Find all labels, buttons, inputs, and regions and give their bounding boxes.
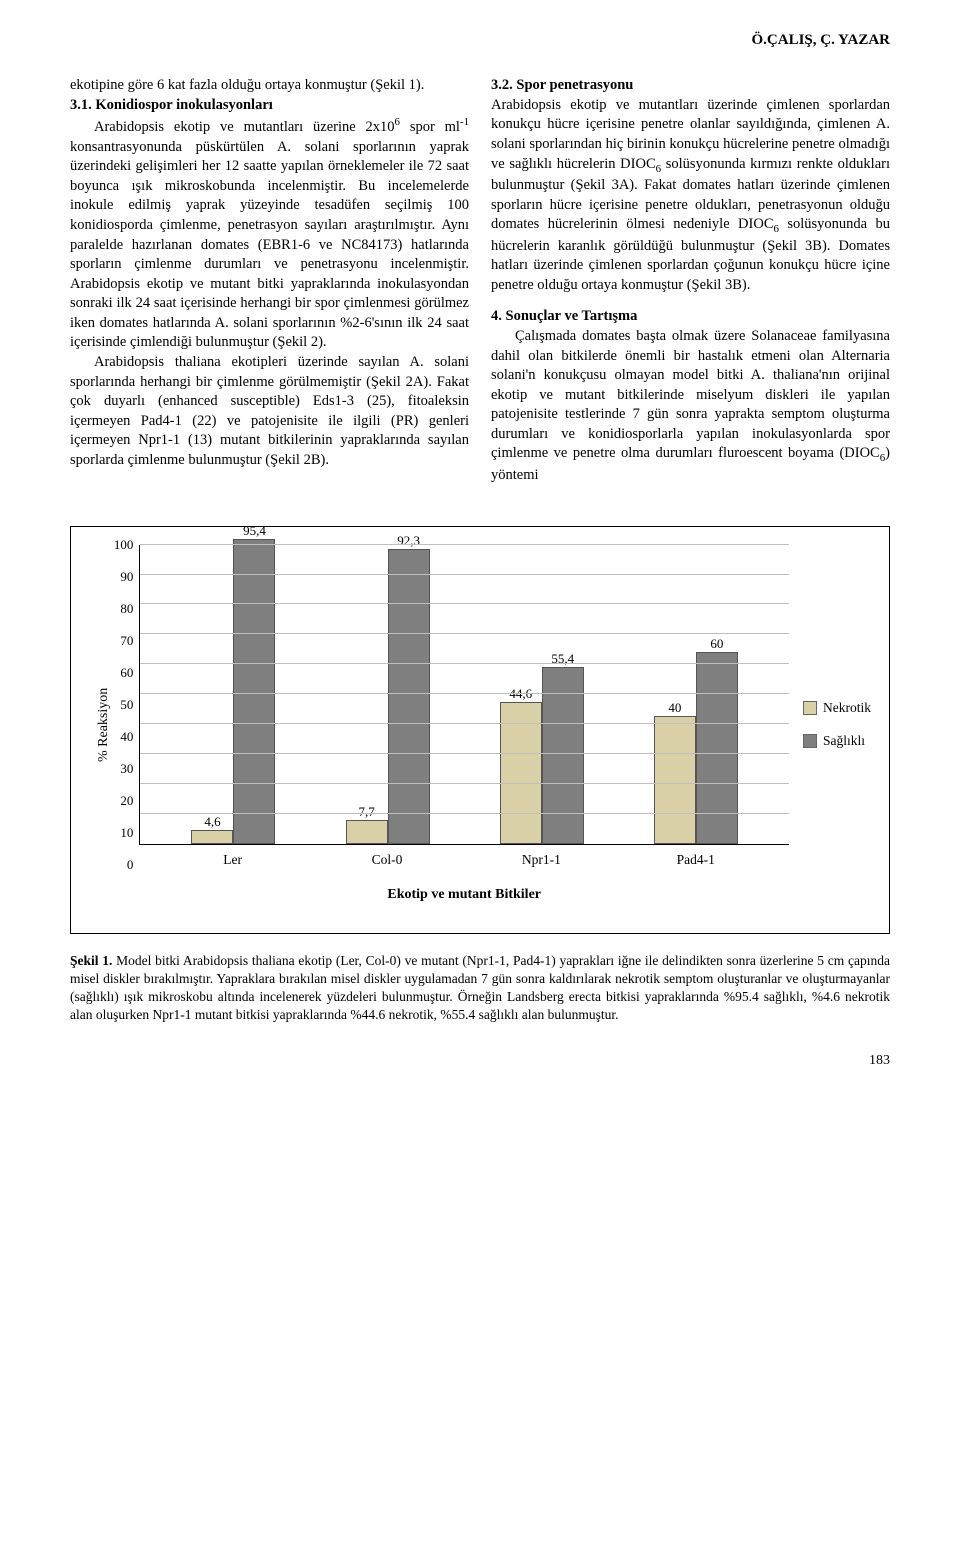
left-column: ekotipine göre 6 kat fazla olduğu ortaya…: [70, 76, 469, 485]
grid-line: [140, 753, 789, 754]
chart-legend: Nekrotik Sağlıklı: [803, 545, 871, 905]
legend-label: Nekrotik: [823, 699, 871, 717]
bar: 95,4: [233, 539, 275, 844]
page-number: 183: [70, 1052, 890, 1071]
legend-swatch: [803, 734, 817, 748]
grid-line: [140, 544, 789, 545]
caption-text: Model bitki Arabidopsis thaliana ekotip …: [70, 953, 890, 1023]
bar-group: 7,792,3: [346, 549, 430, 844]
bar-value-label: 92,3: [397, 532, 420, 550]
legend-swatch: [803, 701, 817, 715]
left-p3: Arabidopsis thaliana ekotipleri üzerinde…: [70, 353, 469, 470]
legend-label: Sağlıklı: [823, 732, 865, 750]
bar-chart: % Reaksiyon 0102030405060708090100 4,695…: [89, 545, 871, 905]
bar: 4,6: [191, 830, 233, 845]
left-p2: Arabidopsis ekotip ve mutantları üzerine…: [70, 115, 469, 353]
x-tick-label: Col-0: [345, 851, 429, 869]
bar: 60: [696, 652, 738, 844]
grid-line: [140, 813, 789, 814]
right-column: 3.2. Spor penetrasyonu Arabidopsis ekoti…: [491, 76, 890, 485]
left-h1: 3.1. Konidiospor inokulasyonları: [70, 96, 469, 116]
x-axis-labels: Ler Col-0 Npr1-1 Pad4-1: [139, 845, 789, 869]
spacer: [491, 295, 890, 307]
y-axis-ticks: 0102030405060708090100: [114, 545, 140, 865]
grid-line: [140, 663, 789, 664]
bar-value-label: 60: [710, 635, 723, 653]
text-columns: ekotipine göre 6 kat fazla olduğu ortaya…: [70, 76, 890, 485]
figure-caption: Şekil 1. Model bitki Arabidopsis thalian…: [70, 952, 890, 1025]
left-p1: ekotipine göre 6 kat fazla olduğu ortaya…: [70, 76, 469, 96]
bar: 7,7: [346, 820, 388, 845]
y-axis-label: % Reaksiyon: [89, 545, 114, 905]
grid-line: [140, 783, 789, 784]
plot-wrap: 4,695,47,792,344,655,44060 LerCol-0Npr1-…: [139, 545, 789, 905]
plot-area: 4,695,47,792,344,655,44060: [139, 545, 789, 846]
chart-container: % Reaksiyon 0102030405060708090100 4,695…: [70, 526, 890, 934]
x-axis-title: Ekotip ve mutant Bitkiler: [139, 886, 789, 905]
bar-value-label: 7,7: [358, 803, 374, 821]
right-h1: 3.2. Spor penetrasyonu: [491, 76, 890, 96]
grid-line: [140, 693, 789, 694]
legend-item: Nekrotik: [803, 699, 871, 717]
grid-line: [140, 633, 789, 634]
grid-line: [140, 574, 789, 575]
bar: 40: [654, 716, 696, 844]
x-tick-label: Npr1-1: [499, 851, 583, 869]
bar-value-label: 95,4: [243, 522, 266, 540]
grid-line: [140, 723, 789, 724]
right-p2: Çalışmada domates başta olmak üzere Sola…: [491, 327, 890, 486]
bar-value-label: 55,4: [551, 650, 574, 668]
bar-value-label: 40: [668, 699, 681, 717]
legend-item: Sağlıklı: [803, 732, 871, 750]
bar-group: 4060: [654, 652, 738, 844]
right-h2: 4. Sonuçlar ve Tartışma: [491, 307, 890, 327]
x-tick-label: Pad4-1: [654, 851, 738, 869]
bar-value-label: 4,6: [204, 813, 220, 831]
caption-lead: Şekil 1.: [70, 953, 112, 968]
right-p1: Arabidopsis ekotip ve mutantları üzerind…: [491, 96, 890, 296]
bar: 92,3: [388, 549, 430, 844]
header-author: Ö.ÇALIŞ, Ç. YAZAR: [70, 30, 890, 50]
bar-group: 4,695,4: [191, 539, 275, 844]
grid-line: [140, 603, 789, 604]
x-tick-label: Ler: [191, 851, 275, 869]
